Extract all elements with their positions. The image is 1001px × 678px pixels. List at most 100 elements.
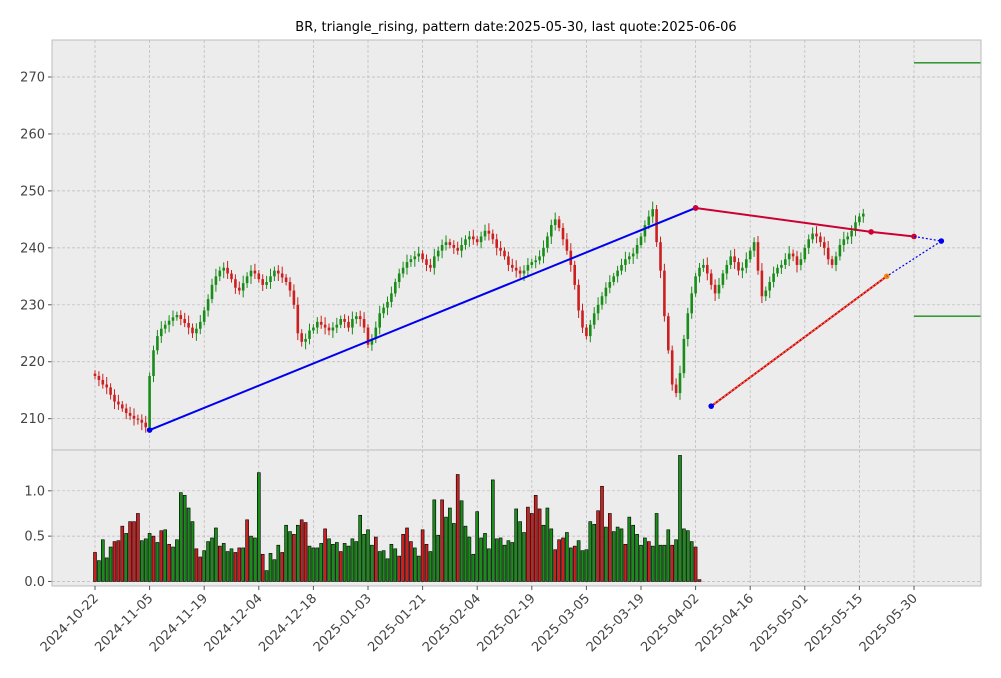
- candle-body: [409, 259, 413, 263]
- candle-body: [277, 270, 280, 274]
- candle-body: [565, 239, 569, 251]
- candle-body: [179, 315, 183, 320]
- candle-body: [530, 262, 534, 265]
- candle-body: [842, 239, 846, 245]
- candle-body: [760, 270, 764, 297]
- volume-bar: [112, 541, 117, 582]
- candle-body: [218, 270, 222, 277]
- volume-bar: [179, 492, 183, 582]
- volume-bar: [253, 537, 257, 582]
- candle-body: [358, 316, 362, 320]
- volume-panel-border: [51, 449, 982, 587]
- volume-bar: [319, 543, 324, 582]
- candle-body: [647, 216, 651, 226]
- volume-bar: [389, 543, 394, 582]
- volume-bar: [533, 495, 538, 582]
- candle-body: [370, 338, 374, 345]
- volume-bar: [108, 546, 113, 582]
- candle-body: [132, 415, 136, 419]
- volume-bar: [619, 528, 624, 582]
- volume-bar: [654, 513, 659, 582]
- candle-body: [362, 319, 366, 328]
- volume-bar: [693, 546, 698, 582]
- candle-body: [199, 321, 202, 329]
- candle-body: [674, 384, 678, 394]
- candle-body: [245, 276, 249, 284]
- volume-bar: [256, 472, 261, 582]
- volume-bar: [101, 539, 105, 582]
- volume-bar: [315, 547, 320, 582]
- volume-bar: [494, 538, 499, 582]
- volume-bar: [276, 544, 281, 582]
- volume-bar: [366, 529, 370, 582]
- volume-bar: [409, 541, 413, 582]
- volume-bar: [658, 544, 663, 582]
- volume-bar: [307, 545, 312, 582]
- candle-body: [690, 293, 693, 314]
- volume-bar: [537, 508, 542, 582]
- candle-body: [261, 279, 264, 285]
- volume-bar: [607, 513, 612, 582]
- x-axis: 2024-10-222024-11-052024-11-192024-12-04…: [38, 586, 921, 655]
- candle-body: [643, 225, 647, 237]
- candle-body: [717, 284, 721, 294]
- volume-bar: [565, 532, 569, 582]
- candle-body: [191, 327, 194, 334]
- volume-bar: [229, 548, 234, 582]
- volume-bar: [557, 539, 561, 582]
- volume-bar: [116, 540, 121, 582]
- candle-body: [202, 310, 206, 322]
- x-tick-label: 2025-05-30: [857, 591, 921, 655]
- candle-body: [491, 233, 495, 240]
- candle-body: [620, 264, 623, 271]
- volume-bar: [502, 544, 507, 582]
- volume-bar: [467, 536, 472, 582]
- volume-bar: [241, 547, 245, 582]
- volume-bar: [662, 544, 667, 582]
- candle-body: [503, 250, 506, 257]
- volume-bar: [221, 543, 226, 582]
- volume-bar: [498, 537, 503, 582]
- volume-tick-label: 0.0: [24, 575, 45, 590]
- candle-body: [858, 216, 861, 223]
- candle-body: [436, 250, 440, 257]
- candle-body: [152, 350, 155, 376]
- candle-body: [319, 321, 323, 325]
- candle-body: [460, 245, 463, 251]
- volume-bar: [210, 537, 214, 582]
- candle-body: [444, 242, 448, 245]
- candle-body: [97, 375, 101, 380]
- volume-bar: [604, 526, 608, 582]
- candle-body: [433, 256, 436, 268]
- candle-body: [663, 270, 666, 317]
- volume-bar: [233, 552, 238, 582]
- candle-body: [830, 259, 834, 265]
- volume-bar: [506, 540, 511, 582]
- price-tick-label: 240: [20, 241, 45, 256]
- candle-body: [659, 242, 662, 271]
- candle-body: [257, 273, 261, 280]
- volume-tick-label: 0.5: [24, 530, 45, 545]
- candle-body: [183, 319, 186, 324]
- candle-body: [631, 253, 635, 257]
- candle-body: [335, 324, 339, 328]
- candle-body: [421, 253, 424, 260]
- projection-line: [886, 235, 943, 277]
- volume-bar: [549, 528, 554, 582]
- volume-bar: [171, 546, 175, 582]
- volume-bar: [182, 495, 187, 582]
- candle-body: [312, 327, 315, 331]
- volume-bar: [331, 543, 335, 582]
- candle-body: [608, 282, 612, 288]
- candle-body: [121, 404, 124, 409]
- candle-body: [596, 304, 600, 314]
- volume-bar: [627, 516, 632, 582]
- volume-bar: [682, 528, 686, 582]
- volume-bar: [689, 541, 694, 582]
- candle-body: [273, 270, 276, 277]
- candle-body: [468, 236, 471, 240]
- candle-body: [366, 327, 370, 345]
- candle-body: [819, 236, 822, 243]
- volume-bar: [475, 511, 480, 582]
- candle-body: [292, 290, 296, 305]
